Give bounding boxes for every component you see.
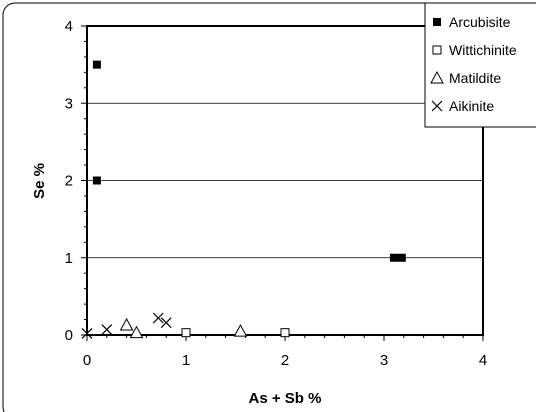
series-arcubisite — [92, 60, 406, 262]
point-matildite-0 — [119, 317, 134, 331]
point-wittichinite-1 — [280, 328, 290, 338]
legend-label-aikinite: Aikinite — [449, 98, 494, 114]
y-tick-label-4: 4 — [65, 18, 73, 35]
point-arcubisite-3 — [397, 253, 406, 262]
point-arcubisite-1 — [92, 176, 101, 185]
point-aikinite-2 — [152, 312, 164, 324]
series-matildite — [119, 317, 248, 339]
x-axis-title: As + Sb % — [249, 390, 322, 407]
x-tick-label-4: 4 — [479, 352, 487, 369]
legend-marker-arcubisite — [433, 18, 441, 26]
y-tick-label-3: 3 — [65, 95, 73, 112]
grid-lines — [87, 102, 483, 259]
legend-label-matildite: Matildite — [449, 70, 501, 86]
point-arcubisite-2 — [389, 253, 398, 262]
legend-marker-aikinite — [431, 100, 443, 112]
legend-label-arcubisite: Arcubisite — [449, 14, 511, 30]
x-tick-label-2: 2 — [281, 352, 289, 369]
y-tick-label-0: 0 — [65, 327, 73, 344]
x-tick-label-1: 1 — [182, 352, 190, 369]
tick-labels: 0 1 2 3 4 0 1 2 3 4 — [65, 18, 488, 369]
legend-marker-wittichinite — [432, 45, 442, 55]
y-tick-label-2: 2 — [65, 173, 73, 190]
y-tick-label-1: 1 — [65, 250, 73, 267]
series-aikinite — [81, 312, 172, 339]
x-tick-label-0: 0 — [83, 352, 91, 369]
point-matildite-2 — [233, 324, 248, 337]
point-wittichinite-0 — [181, 328, 191, 338]
point-arcubisite-0 — [92, 60, 101, 69]
x-tick-label-3: 3 — [380, 352, 388, 369]
series-wittichinite — [181, 328, 290, 338]
point-aikinite-3 — [160, 317, 172, 329]
legend: Arcubisite Wittichinite Matildite Aikinite — [424, 2, 536, 128]
point-aikinite-1 — [101, 324, 113, 336]
y-axis-title: Se % — [31, 163, 48, 199]
point-matildite-1 — [129, 325, 144, 339]
legend-label-wittichinite: Wittichinite — [449, 42, 517, 58]
legend-marker-matildite — [430, 70, 444, 84]
point-aikinite-0 — [81, 328, 93, 339]
legend-box — [424, 2, 536, 128]
data-points — [81, 60, 406, 339]
